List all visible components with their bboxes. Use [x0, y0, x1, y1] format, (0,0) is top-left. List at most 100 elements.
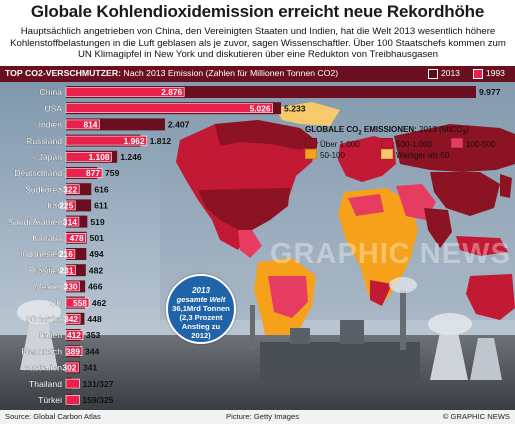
chart-header-text: TOP CO2-VERSCHMUTZER: Nach 2013 Emission… [5, 66, 338, 80]
chart-header-bold: TOP CO2-VERSCHMUTZER: [5, 68, 122, 78]
value-label-1993: 814 [83, 120, 97, 130]
cooling-tower [20, 320, 58, 370]
map-greenland [275, 102, 340, 126]
footer-copyright: © GRAPHIC NEWS [442, 412, 510, 421]
power-plant-building [260, 342, 420, 382]
value-label-1993: 2.876 [161, 87, 182, 97]
value-label-1993: 877 [86, 168, 100, 178]
value-label-1993: 314 [63, 217, 77, 227]
value-label-2013: 611 [94, 201, 108, 211]
map-legend-item: Über 1.000 [305, 138, 360, 149]
map-legend-unit: 2013 (MtCO [416, 125, 463, 134]
country-label: Russland [26, 136, 62, 146]
value-label-1993: 389 [66, 346, 80, 356]
world-total-year: 2013 [192, 286, 210, 295]
world-total-text: 2013 gesamte Welt 36,1Mrd Tonnen (2,3 Pr… [168, 286, 234, 340]
value-label-combined: 131/327 [82, 379, 113, 389]
value-label-2013: 1.246 [120, 152, 142, 162]
value-label-1993: 5.026 [250, 103, 271, 113]
map-legend-unit-sub: 2 [462, 130, 466, 137]
bar-1993 [65, 152, 112, 162]
value-label-2013: 466 [88, 282, 103, 292]
map-legend-label: 500-1.000 [396, 140, 433, 149]
map-legend-item: Weniger als 50 [381, 149, 449, 160]
country-label: USA [44, 103, 62, 113]
chart-header-rest: Nach 2013 Emission (Zahlen für Millionen… [121, 68, 339, 78]
map-canada [215, 120, 318, 150]
map-legend-swatch [305, 138, 317, 148]
map-legend-swatch [305, 149, 317, 159]
legend-2013-label: 2013 [441, 68, 460, 78]
smokestack [400, 290, 406, 350]
value-label-1993: 216 [59, 249, 73, 259]
country-label: Südafrika [26, 314, 63, 324]
value-label-2013: 353 [86, 330, 101, 340]
chart-header-bar: TOP CO2-VERSCHMUTZER: Nach 2013 Emission… [0, 66, 515, 80]
country-label: Indien [39, 120, 63, 130]
map-usa [198, 188, 290, 230]
world-total-line: (2,3 Prozent [179, 313, 223, 322]
background-map-scene [0, 80, 515, 410]
bar-1993 [65, 200, 76, 211]
world-total-line: gesamte Welt [176, 295, 226, 304]
bar-2013 [66, 118, 165, 131]
map-indonesia [456, 236, 508, 256]
bar-1993 [65, 330, 84, 340]
value-label-1993: 225 [59, 201, 73, 211]
bar-1993 [65, 168, 103, 178]
map-legend-label: 100-500 [466, 140, 496, 149]
map-legend-title-sub: 2 [358, 130, 362, 137]
page-title: Globale Kohlendioxidemission erreicht ne… [30, 2, 485, 21]
world-total-line: 2012) [191, 331, 211, 340]
map-legend-swatch [381, 138, 393, 148]
value-label-1993: 1.962 [124, 136, 145, 146]
country-label: Japan [39, 152, 63, 162]
value-label-1993: 330 [64, 282, 78, 292]
bar-1993 [65, 249, 76, 259]
value-label-1993: 342 [64, 314, 78, 324]
value-label-1993: 558 [73, 298, 87, 308]
value-label-combined: 159/325 [82, 395, 113, 405]
bar-1993 [65, 346, 83, 357]
bar-1993 [65, 281, 80, 292]
value-label-1993: 412 [67, 330, 81, 340]
value-label-2013: 494 [89, 249, 104, 259]
legend-1993-label: 1993 [486, 68, 505, 78]
legend-1993-swatch [473, 69, 483, 79]
country-label: Deutschland [14, 168, 62, 178]
bar-1993 [65, 119, 100, 130]
map-china [430, 172, 500, 216]
country-label: Saudi Arabien [8, 217, 62, 227]
value-label-2013: 616 [94, 184, 109, 194]
map-india [424, 208, 452, 248]
bar-1993 [65, 394, 80, 405]
country-label: Kanada [32, 233, 62, 243]
country-label: Mexiko [35, 282, 62, 292]
bar-1993 [65, 233, 86, 243]
footer-source: Source: Global Carbon Atlas [5, 412, 101, 421]
value-label-2013: 482 [89, 265, 104, 275]
watermark: GRAPHIC NEWS [270, 238, 511, 270]
value-label-2013: 344 [85, 346, 100, 356]
value-label-2013: 448 [87, 314, 102, 324]
world-total-badge: 2013 gesamte Welt 36,1Mrd Tonnen (2,3 Pr… [166, 274, 236, 344]
map-russia [394, 124, 515, 172]
value-label-2013: 2.407 [168, 120, 190, 130]
country-label: Türkei [38, 395, 62, 405]
value-label-1993: 478 [70, 233, 84, 243]
country-label: Iran [47, 201, 62, 211]
bar-1993 [65, 184, 80, 194]
country-label: Brasilien [29, 265, 62, 275]
bar-1993 [65, 265, 76, 275]
steam [428, 313, 472, 335]
legend-2013-swatch [428, 69, 438, 79]
map-legend-title-a: GLOBALE CO [305, 125, 359, 134]
smoke [389, 277, 417, 293]
value-label-2013: 5.233 [284, 103, 306, 113]
map-brazil [268, 276, 308, 318]
map-north-africa [348, 194, 384, 216]
map-legend-swatch [451, 138, 463, 148]
value-label-2013: 519 [90, 217, 105, 227]
value-label-2013: 759 [105, 168, 120, 178]
